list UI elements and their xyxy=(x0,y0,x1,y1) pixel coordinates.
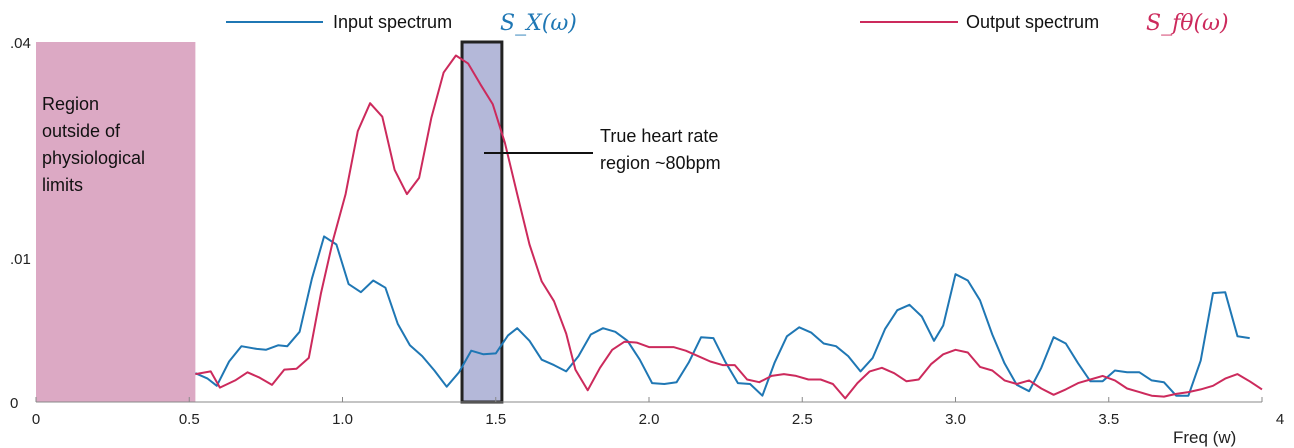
region-outside-label-line: outside of xyxy=(42,121,121,141)
legend-math-input: S_X(ω) xyxy=(500,11,577,36)
y-tick-label: .01 xyxy=(10,251,31,268)
region-outside-label-line: limits xyxy=(42,175,83,195)
annotations-layer: Region outside of physiological limits True … xyxy=(42,94,721,195)
legend-label-output: Output spectrum xyxy=(966,12,1099,32)
x-tick-label: 0.5 xyxy=(179,411,200,428)
regions-layer xyxy=(36,40,504,404)
y-tick-label: 0 xyxy=(10,395,18,412)
ticks-layer: 0 0.5 1.0 1.5 2.0 2.5 3.0 3.5 4 0 .01 .04 xyxy=(10,35,1284,428)
legend-label-input: Input spectrum xyxy=(333,12,452,32)
region-outside-label-line: physiological xyxy=(42,148,145,168)
y-tick-label: .04 xyxy=(10,35,31,52)
region-0 xyxy=(36,42,196,402)
series-line-1 xyxy=(195,54,1263,400)
x-tick-label: 1.0 xyxy=(332,411,353,428)
heart-rate-label-line: True heart rate xyxy=(600,126,718,146)
x-axis-label: Freq (w) xyxy=(1173,428,1236,447)
x-tick-label: 1.5 xyxy=(485,411,506,428)
x-tick-label: 3.5 xyxy=(1098,411,1119,428)
series-line-0 xyxy=(194,235,1250,397)
x-tick-label: 0 xyxy=(32,411,40,428)
region-outside-label-line: Region xyxy=(42,94,99,114)
x-tick-label: 4 xyxy=(1276,411,1284,428)
heart-rate-label-line: region ~80bpm xyxy=(600,153,721,173)
series-layer xyxy=(194,54,1263,400)
x-tick-label: 2.0 xyxy=(639,411,660,428)
x-tick-label: 2.5 xyxy=(792,411,813,428)
legend-math-output: S_fθ(ω) xyxy=(1146,11,1229,36)
legend: Input spectrum S_X(ω) Output spectrum S_fθ(… xyxy=(226,11,1229,36)
region-1 xyxy=(460,40,504,404)
x-tick-label: 3.0 xyxy=(945,411,966,428)
